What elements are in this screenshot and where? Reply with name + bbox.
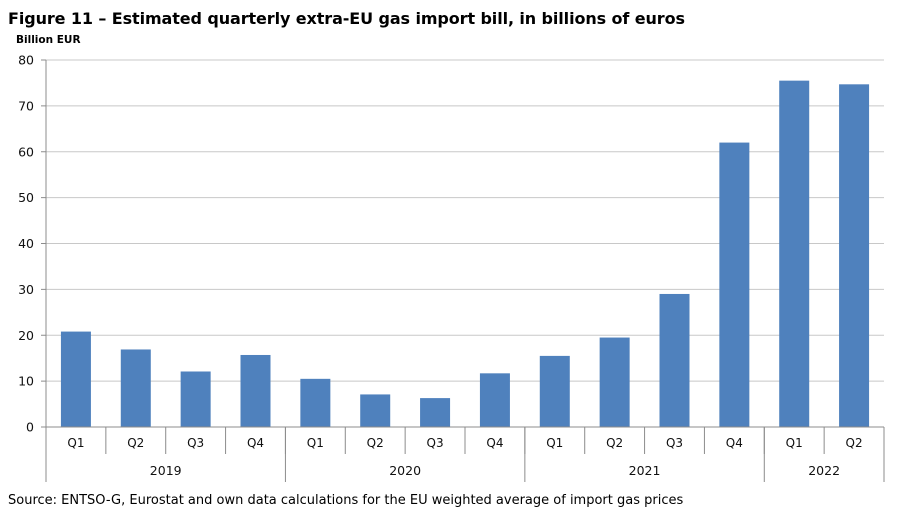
group-label: 2020 [389, 463, 421, 478]
y-tick-label: 10 [18, 374, 34, 389]
bar [240, 354, 271, 427]
bar [60, 331, 91, 427]
y-tick-label: 50 [18, 190, 34, 205]
axis-labels: 0 10 20 30 40 50 60 70 80 Q1 Q2 Q3 Q4 Q1 Q2 Q3 Q4 Q1 Q2 Q3 Q… [18, 53, 863, 479]
x-tick-label: Q2 [606, 436, 623, 450]
bar [420, 398, 451, 427]
group-label: 2022 [808, 463, 840, 478]
x-tick-label: Q3 [187, 436, 204, 450]
x-tick-label: Q2 [846, 436, 863, 450]
source-note: Source: ENTSO-G, Eurostat and own data c… [8, 493, 684, 508]
x-tick-label: Q2 [367, 436, 384, 450]
bar [719, 142, 750, 427]
x-tick-label: Q4 [486, 436, 503, 450]
bars [60, 80, 870, 428]
x-tick-label: Q3 [666, 436, 683, 450]
group-label: 2021 [629, 463, 661, 478]
bar [659, 293, 690, 427]
x-tick-label: Q4 [726, 436, 743, 450]
x-tick-label: Q3 [427, 436, 444, 450]
x-tick-label: Q1 [307, 436, 324, 450]
bar [839, 84, 870, 427]
chart-title: Figure 11 – Estimated quarterly extra-EU… [8, 9, 685, 28]
x-tick-label: Q1 [546, 436, 563, 450]
y-axis-label: Billion EUR [16, 34, 81, 46]
axes [41, 59, 885, 482]
bar [360, 394, 391, 427]
y-tick-label: 30 [18, 282, 34, 297]
bar [300, 378, 331, 427]
y-tick-label: 40 [18, 236, 34, 251]
bar [479, 373, 510, 427]
y-tick-label: 60 [18, 144, 34, 159]
x-tick-label: Q4 [247, 436, 264, 450]
y-tick-label: 0 [26, 420, 34, 435]
bar [120, 349, 151, 427]
bar [180, 371, 211, 427]
x-tick-label: Q1 [786, 436, 803, 450]
x-tick-label: Q1 [67, 436, 84, 450]
y-tick-label: 20 [18, 328, 34, 343]
y-tick-label: 80 [18, 53, 34, 68]
bar [599, 337, 630, 427]
y-tick-label: 70 [18, 98, 34, 113]
bar [779, 80, 810, 428]
group-label: 2019 [150, 463, 182, 478]
bar-chart: 0 10 20 30 40 50 60 70 80 Q1 Q2 Q3 Q4 Q1 Q2 Q3 Q4 Q1 Q2 Q3 Q… [18, 53, 885, 482]
bar [539, 355, 570, 427]
gridlines [46, 59, 884, 382]
x-tick-label: Q2 [127, 436, 144, 450]
